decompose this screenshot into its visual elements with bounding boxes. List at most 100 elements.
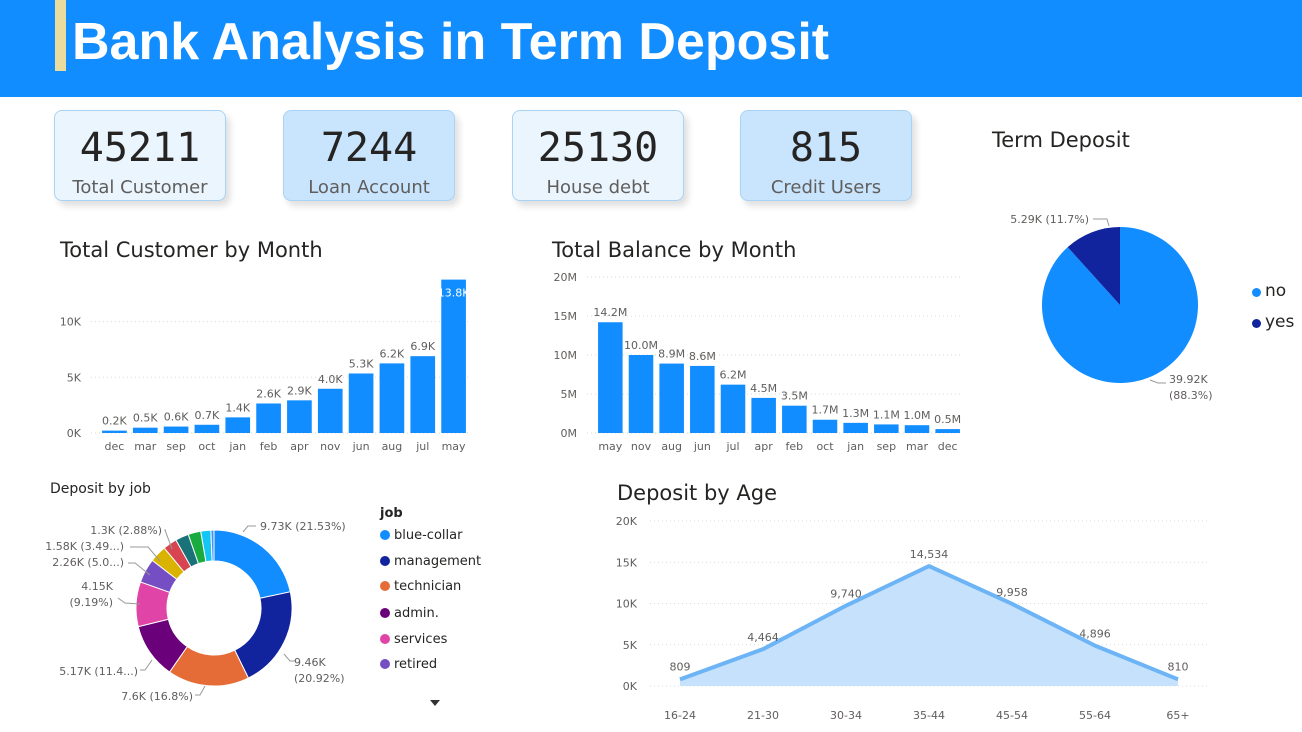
x-tick-label: jun: [352, 440, 370, 453]
data-label: 0.5K: [133, 412, 158, 425]
kpi-card-credit-users[interactable]: 815 Credit Users: [740, 110, 912, 201]
y-tick-label: 0K: [623, 680, 638, 693]
data-label: 809: [670, 660, 691, 673]
legend-label: no: [1265, 281, 1287, 301]
header-accent-bar: [55, 0, 66, 71]
bar: [225, 417, 251, 433]
kpi-value: 45211: [79, 125, 201, 171]
y-tick-label: 15K: [616, 556, 638, 569]
bar: [102, 430, 127, 433]
kpi-value: 7244: [320, 125, 418, 171]
legend-dot-icon: [380, 608, 390, 618]
pie-slice: [1041, 227, 1198, 383]
kpi-label: Loan Account: [308, 177, 430, 198]
data-label: 9,740: [830, 588, 862, 601]
x-tick-label: sep: [877, 440, 896, 453]
data-label: 3.5M: [781, 390, 808, 403]
leader-line: [195, 685, 206, 696]
bar: [598, 322, 623, 433]
area-fill: [680, 566, 1178, 686]
legend-dot-icon: [380, 659, 390, 669]
x-tick-label: apr: [755, 440, 774, 453]
legend-dot-icon: [1252, 319, 1261, 328]
kpi-card-house-debt[interactable]: 25130 House debt: [512, 110, 684, 201]
bar: [194, 424, 220, 433]
leader-line: [164, 529, 173, 550]
data-label: 6.2M: [720, 369, 747, 382]
term-legend-item-no[interactable]: no: [1252, 281, 1286, 301]
bar: [348, 373, 374, 433]
data-label: 2.6K: [256, 387, 281, 400]
data-label: 8.9M: [658, 348, 685, 361]
legend-scroll-down-icon[interactable]: [430, 700, 440, 706]
bar: [904, 425, 930, 433]
x-tick-label: aug: [661, 440, 682, 453]
data-label: 0.6K: [164, 411, 189, 424]
leader-line: [1149, 379, 1166, 384]
x-tick-label: mar: [906, 440, 928, 453]
y-tick-label: 15M: [554, 310, 578, 323]
bar: [659, 363, 684, 433]
series-line: [679, 564, 1179, 682]
data-label: 9.46K: [294, 656, 326, 669]
x-tick-label: aug: [382, 440, 403, 453]
bar: [935, 429, 960, 433]
data-label: 7.6K (16.8%): [121, 690, 193, 703]
data-label: 14.2M: [593, 306, 627, 319]
legend-label: retired: [394, 657, 438, 672]
bar: [410, 356, 436, 433]
job-legend-item[interactable]: blue-collar: [380, 528, 462, 543]
x-tick-label: may: [598, 440, 622, 453]
bar: [690, 365, 715, 433]
legend-label: blue-collar: [394, 528, 463, 543]
job-legend-item[interactable]: admin.: [380, 606, 439, 621]
data-label: 1.3M: [842, 407, 869, 420]
y-tick-label: 10M: [554, 349, 578, 362]
x-tick-label: 16-24: [664, 709, 696, 722]
term-legend-item-yes[interactable]: yes: [1252, 312, 1294, 332]
x-tick-label: feb: [786, 440, 804, 453]
y-tick-label: 5K: [623, 639, 638, 652]
data-label: 8.6M: [689, 350, 716, 363]
data-label: 9.73K (21.53%): [260, 520, 346, 533]
data-label: 5.29K (11.7%): [1010, 213, 1089, 226]
leader-line: [283, 653, 296, 662]
leader-line: [130, 546, 161, 562]
y-tick-label: 0M: [561, 427, 578, 440]
data-label: 1.7M: [812, 404, 839, 417]
leader-line: [140, 659, 153, 671]
data-label: 4.5M: [750, 382, 777, 395]
bar: [317, 388, 343, 433]
bar: [256, 403, 281, 433]
kpi-label: House debt: [546, 177, 650, 198]
y-tick-label: 10K: [60, 316, 82, 329]
legend-dot-icon: [380, 634, 390, 644]
legend-label: technician: [394, 579, 462, 594]
data-label: 5.3K: [349, 357, 374, 370]
x-tick-label: 55-64: [1079, 709, 1111, 722]
kpi-card-total-customer[interactable]: 45211 Total Customer: [54, 110, 226, 201]
bar: [287, 400, 312, 433]
data-label: 13.8K: [438, 287, 470, 300]
y-tick-label: 0K: [67, 427, 82, 440]
data-label: 2.26K (5.0...): [52, 556, 124, 569]
data-label: 10.0M: [624, 339, 658, 352]
leader-line: [1093, 218, 1110, 227]
job-legend-item[interactable]: services: [380, 632, 447, 647]
kpi-card-loan-account[interactable]: 7244 Loan Account: [283, 110, 455, 201]
bar: [441, 279, 466, 433]
job-legend-item[interactable]: retired: [380, 657, 437, 672]
x-tick-label: apr: [290, 440, 309, 453]
page-title: Bank Analysis in Term Deposit: [72, 13, 830, 71]
data-label: 4,896: [1079, 628, 1111, 641]
job-legend-item[interactable]: technician: [380, 579, 461, 594]
y-tick-label: 20M: [554, 271, 578, 284]
data-label: 810: [1168, 660, 1189, 673]
job-legend-item[interactable]: management: [380, 554, 481, 569]
legend-dot-icon: [1252, 288, 1261, 297]
